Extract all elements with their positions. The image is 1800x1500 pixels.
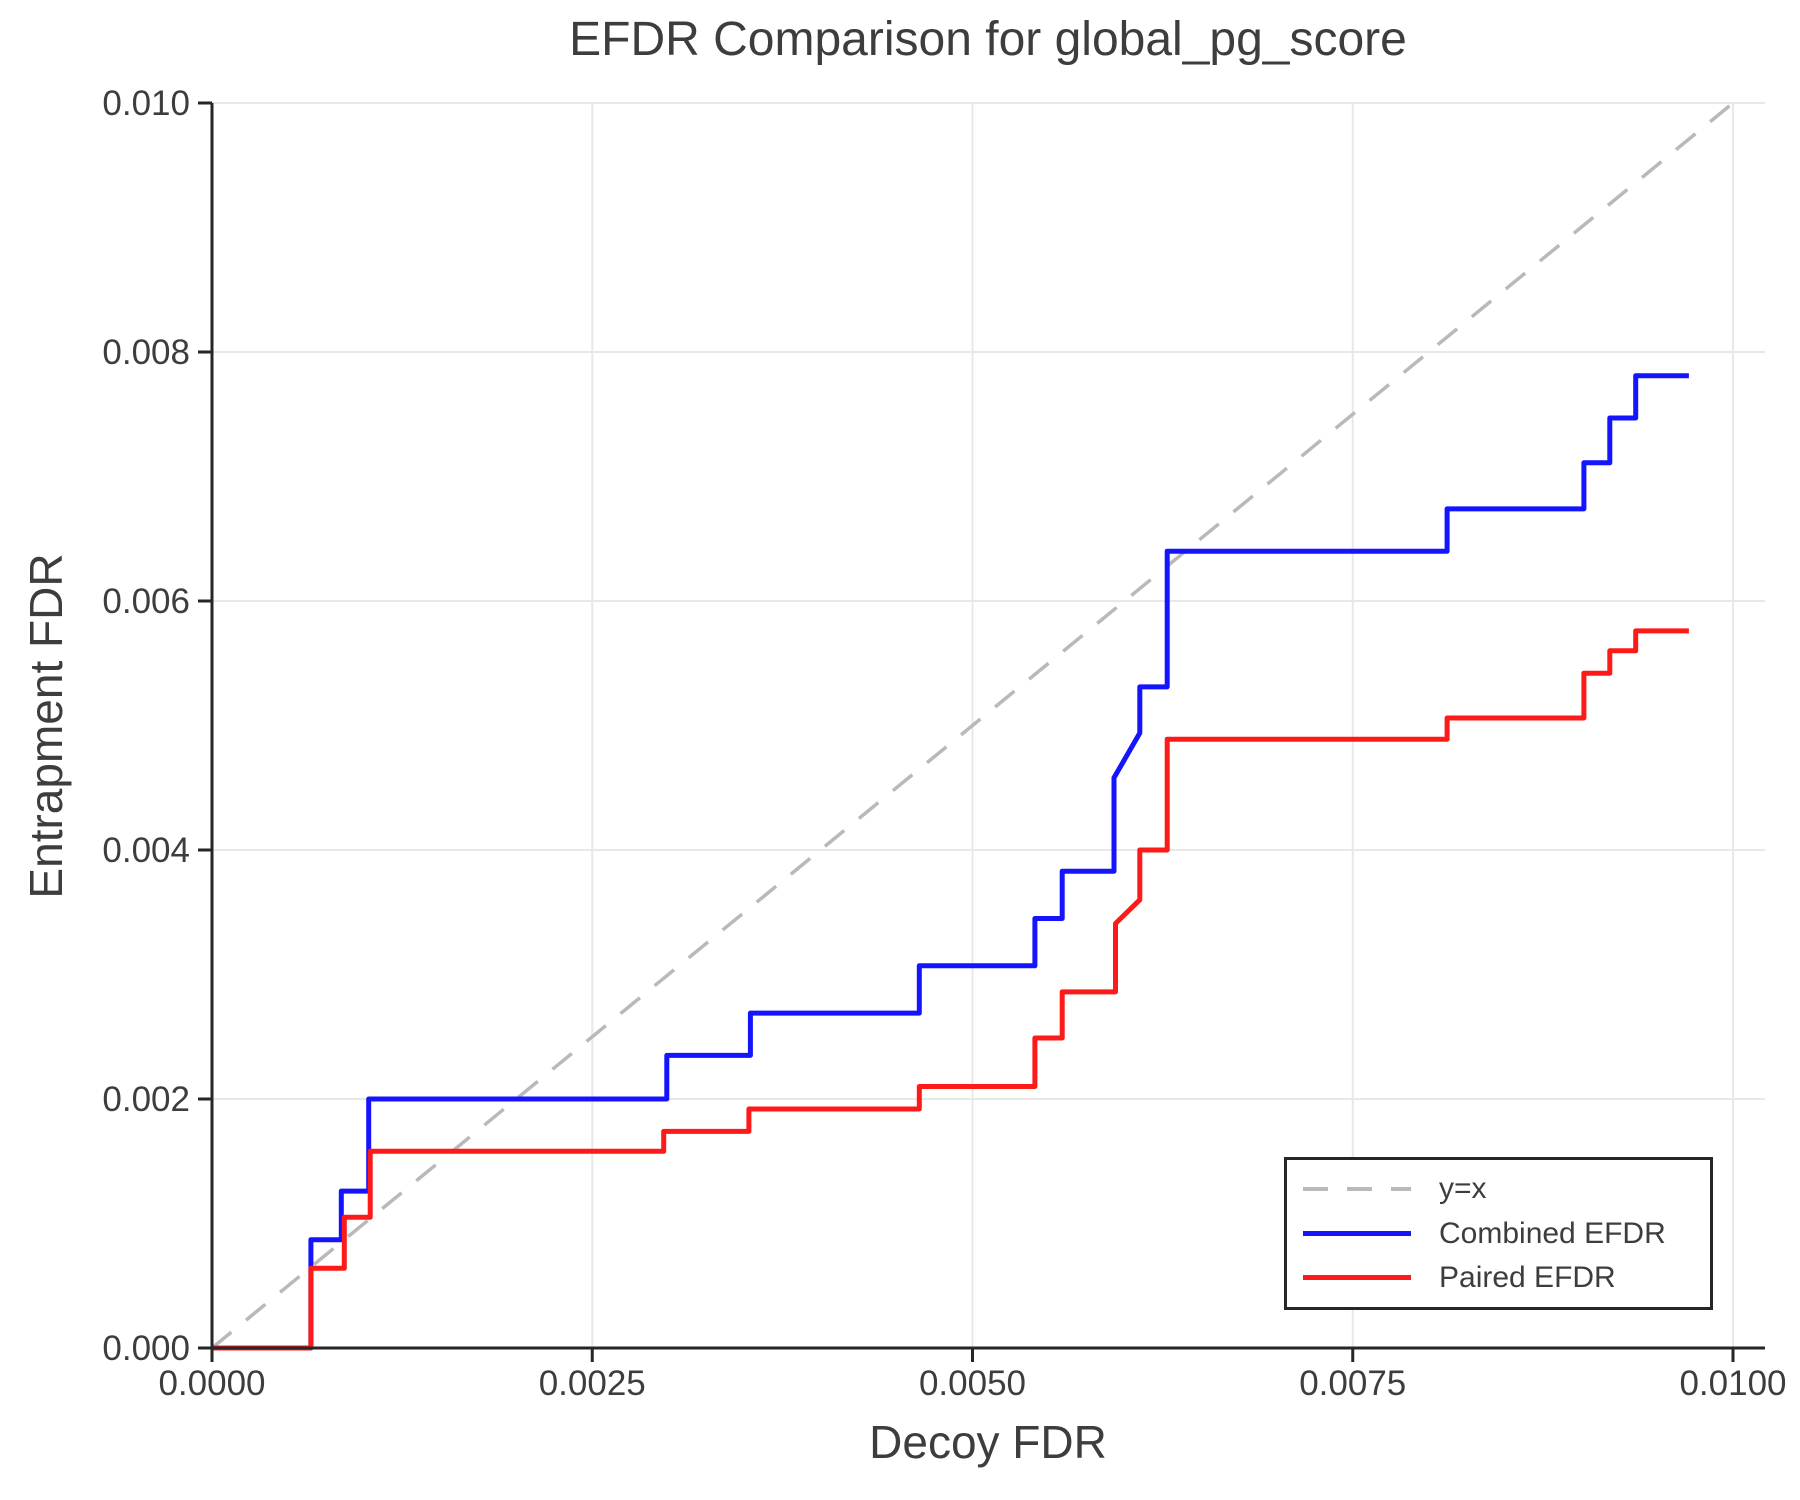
y-tick-label: 0.004 bbox=[102, 831, 190, 870]
x-tick-label: 0.0050 bbox=[919, 1364, 1026, 1403]
legend-item-y-equals-x: y=x bbox=[1303, 1174, 1710, 1204]
x-tick-label: 0.0075 bbox=[1299, 1364, 1406, 1403]
paired-efdr-line bbox=[212, 628, 1689, 1351]
y-tick-label: 0.008 bbox=[102, 333, 190, 372]
data-series bbox=[210, 101, 1735, 1351]
tick-labels: 0.0000 0.0025 0.0050 0.0075 0.0100 0.000 0.002… bbox=[102, 84, 1786, 1403]
legend-item-combined-efdr: Combined EFDR bbox=[1303, 1216, 1710, 1250]
legend: y=x Combined EFDR Paired EFDR bbox=[1284, 1157, 1713, 1310]
reference-line-y-equals-x bbox=[210, 101, 1735, 1350]
axes bbox=[198, 101, 1765, 1362]
y-tick-label: 0.002 bbox=[102, 1080, 190, 1119]
y-tick-label: 0.010 bbox=[102, 84, 190, 123]
x-tick-label: 0.0025 bbox=[539, 1364, 646, 1403]
red-line-sample bbox=[1303, 1275, 1411, 1281]
legend-label: Paired EFDR bbox=[1439, 1260, 1616, 1294]
y-axis-label: Entrapment FDR bbox=[20, 553, 72, 898]
x-axis-label: Decoy FDR bbox=[869, 1416, 1107, 1468]
legend-label: y=x bbox=[1439, 1172, 1487, 1206]
y-tick-label: 0.006 bbox=[102, 582, 190, 621]
chart-title: EFDR Comparison for global_pg_score bbox=[569, 13, 1407, 66]
y-tick-label: 0.000 bbox=[102, 1329, 190, 1368]
legend-label: Combined EFDR bbox=[1439, 1216, 1666, 1250]
x-tick-label: 0.0000 bbox=[158, 1364, 265, 1403]
blue-line-sample bbox=[1303, 1231, 1411, 1236]
x-tick-label: 0.0100 bbox=[1679, 1364, 1786, 1403]
legend-item-paired-efdr: Paired EFDR bbox=[1303, 1260, 1710, 1294]
dashed-line-sample bbox=[1303, 1187, 1411, 1192]
